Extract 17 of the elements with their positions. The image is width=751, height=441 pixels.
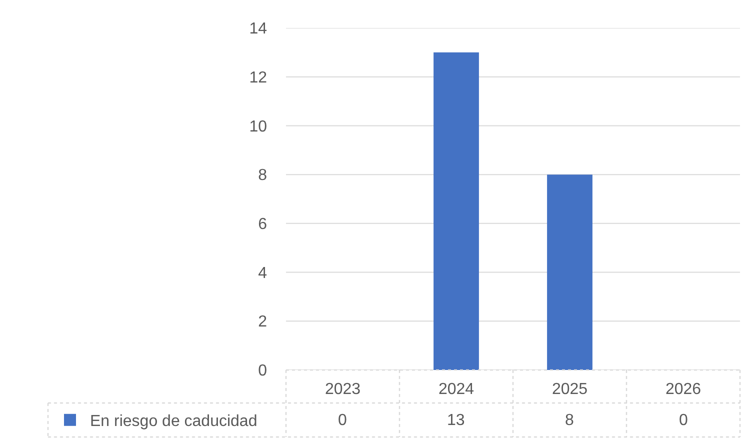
- x-tick-label: 2024: [438, 381, 474, 398]
- y-tick-label: 14: [249, 20, 268, 38]
- y-tick-label: 4: [258, 264, 268, 282]
- y-tick-label: 6: [258, 216, 268, 234]
- y-tick-label: 8: [258, 167, 268, 184]
- x-tick-label: 2025: [552, 381, 588, 398]
- data-label: 13: [447, 412, 465, 429]
- y-tick-label: 0: [258, 362, 268, 380]
- data-label: 8: [565, 412, 574, 429]
- data-label: 0: [338, 412, 347, 429]
- y-tick-label: 12: [249, 69, 268, 86]
- y-tick-label: 10: [249, 118, 268, 136]
- data-label: 0: [679, 412, 688, 429]
- legend-label: En riesgo de caducidad: [90, 413, 258, 430]
- x-tick-label: 2026: [665, 381, 702, 398]
- x-tick-label: 2023: [324, 381, 361, 398]
- y-tick-label: 2: [258, 314, 268, 331]
